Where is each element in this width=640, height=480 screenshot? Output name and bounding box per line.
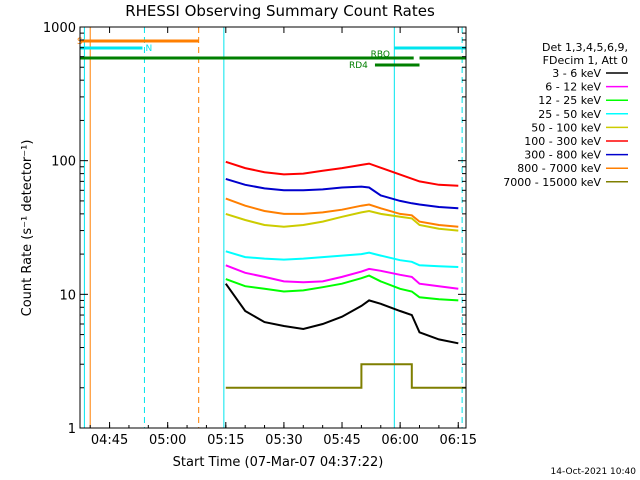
plot-frame — [79, 26, 467, 429]
legend-label-12-25-kev: 12 - 25 keV — [538, 94, 601, 107]
x-tick-label-05-15: 05:15 — [207, 433, 244, 448]
legend-label-50-100-kev: 50 - 100 keV — [531, 121, 601, 134]
series-line-50-100-kev — [225, 209, 459, 232]
series-line-3-6-kev — [224, 283, 459, 345]
flag-label-rbo: RBO — [371, 50, 390, 60]
legend-label-6-12-kev: 6 - 12 keV — [545, 81, 601, 94]
flag-label-rd4: RD4 — [349, 61, 368, 71]
y-axis: 1 10 100 1000 — [43, 21, 466, 437]
x-tick-label-06-15: 06:15 — [440, 433, 477, 448]
series-line-800-7000-kev — [225, 197, 459, 228]
series-line-7000-15000-kev — [225, 363, 466, 389]
series-line-6-12-kev — [225, 264, 459, 290]
legend-label-800-7000-kev: 800 - 7000 keV — [517, 162, 601, 175]
y-tick-label-100: 100 — [51, 155, 76, 170]
series-line-300-800-kev — [225, 177, 459, 210]
timestamp: 14-Oct-2021 10:40 — [551, 467, 637, 477]
legend-header-line-1: Det 1,3,4,5,6,9, — [542, 41, 628, 54]
flag-label-n: N — [146, 44, 153, 54]
x-tick-label-05-00: 05:00 — [149, 433, 186, 448]
y-tick-label-1000: 1000 — [43, 21, 76, 36]
x-tick-label-06-00: 06:00 — [381, 433, 418, 448]
y-tick-label-10: 10 — [59, 288, 76, 303]
series-line-12-25-kev — [225, 274, 459, 302]
legend-label-100-300-kev: 100 - 300 keV — [524, 135, 601, 148]
series-line-25-50-kev — [225, 250, 459, 268]
legend-label-7000-15000-kev: 7000 - 15000 keV — [503, 176, 601, 189]
x-tick-label-05-30: 05:30 — [265, 433, 302, 448]
x-axis: 04:45 05:00 05:15 05:30 05:45 06:00 06:15 — [89, 27, 477, 448]
legend-header-line-2: FDecim 1, Att 0 — [543, 54, 628, 67]
series-line-100-300-kev — [225, 160, 459, 187]
y-tick-label-1: 1 — [68, 422, 76, 437]
legend-label-3-6-kev: 3 - 6 keV — [552, 67, 601, 80]
x-axis-label: Start Time (07-Mar-07 04:37:22) — [173, 455, 384, 470]
legend: Det 1,3,4,5,6,9,FDecim 1, Att 03 - 6 keV… — [503, 41, 628, 189]
legend-label-300-800-kev: 300 - 800 keV — [524, 149, 601, 162]
x-tick-label-04-45: 04:45 — [91, 433, 128, 448]
plot-clipped-group — [80, 27, 466, 428]
legend-label-25-50-kev: 25 - 50 keV — [538, 108, 601, 121]
chart-title: RHESSI Observing Summary Count Rates — [125, 2, 435, 20]
y-axis-label: Count Rate (s⁻¹ detector⁻¹) — [20, 140, 35, 317]
x-tick-label-05-45: 05:45 — [323, 433, 360, 448]
